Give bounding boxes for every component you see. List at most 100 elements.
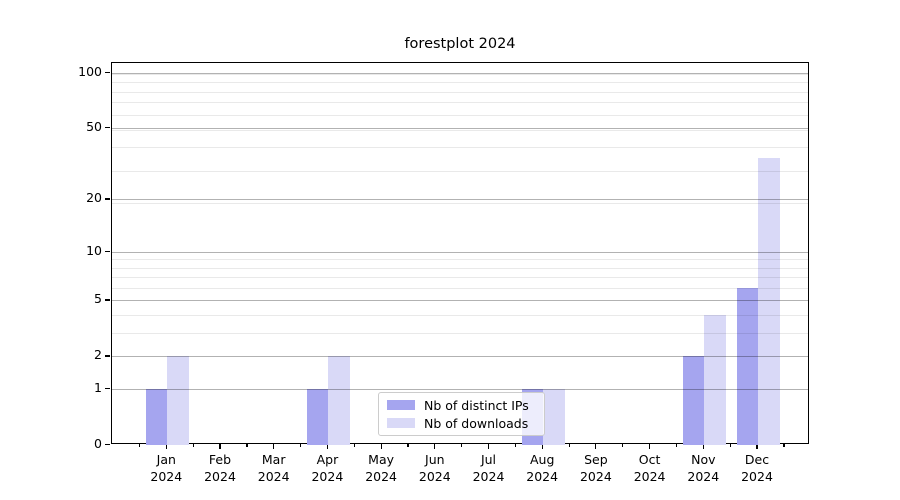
y-tick-mark [105, 355, 110, 357]
x-tick-mark [165, 444, 167, 449]
major-gridline [112, 300, 808, 302]
y-tick-mark [105, 198, 110, 200]
month-label: Oct [638, 452, 661, 467]
minor-gridline [112, 203, 808, 205]
x-tick-label: Feb 2024 [192, 452, 248, 485]
x-minor-tick-mark [514, 444, 517, 447]
minor-gridline [112, 277, 808, 279]
bar-downloads-jan [167, 356, 189, 445]
x-minor-tick-mark [353, 444, 355, 447]
minor-gridline [112, 170, 808, 172]
minor-gridline [112, 102, 808, 104]
major-gridline [112, 389, 808, 391]
x-tick-label: May 2024 [353, 452, 409, 485]
month-label: Mar [261, 452, 286, 467]
y-tick-mark [105, 126, 110, 129]
major-gridline [112, 127, 808, 129]
x-tick-label: Oct 2024 [622, 452, 678, 485]
x-tick-label: Jan 2024 [138, 452, 194, 485]
month-label: Aug [529, 452, 555, 467]
minor-gridline [112, 82, 808, 84]
y-tick-label: 10 [86, 242, 102, 258]
month-label: Feb [208, 452, 232, 467]
minor-gridline [112, 91, 808, 93]
major-gridline [112, 72, 808, 74]
bar-distinct-ips-dec [736, 288, 758, 445]
legend: Nb of distinct IPs Nb of downloads [378, 392, 545, 436]
x-tick-mark [756, 444, 758, 449]
x-tick-mark [434, 444, 436, 449]
x-minor-tick-mark [300, 444, 302, 447]
year-label: 2024 [741, 468, 773, 484]
bar-downloads-apr [328, 356, 350, 445]
x-tick-label: Dec 2024 [729, 452, 785, 485]
x-tick-mark [649, 444, 651, 449]
month-label: Sep [584, 452, 608, 467]
x-tick-mark [541, 444, 543, 449]
bar-distinct-ips-jan [145, 389, 168, 445]
x-tick-mark [380, 444, 382, 449]
major-gridline [112, 199, 808, 201]
legend-swatch-downloads [387, 418, 415, 428]
minor-gridline [112, 259, 808, 261]
plot-area [111, 62, 809, 445]
legend-label: Nb of downloads [424, 415, 529, 431]
x-tick-mark [702, 444, 704, 449]
y-tick-mark [105, 388, 110, 390]
x-tick-mark [326, 444, 328, 449]
bar-downloads-dec [758, 158, 780, 445]
x-tick-label: Nov 2024 [675, 452, 731, 485]
year-label: 2024 [311, 468, 344, 484]
legend-item-downloads: Nb of downloads [387, 416, 536, 431]
y-tick-label: 2 [94, 347, 102, 363]
month-label: Nov [691, 452, 716, 467]
year-label: 2024 [526, 468, 559, 484]
year-label: 2024 [418, 468, 451, 484]
x-minor-tick-mark [461, 444, 463, 447]
legend-item-distinct-ips: Nb of distinct IPs [387, 398, 536, 413]
minor-gridline [112, 147, 808, 149]
y-tick-mark [105, 71, 110, 73]
y-tick-label: 0 [94, 436, 102, 451]
year-label: 2024 [257, 468, 290, 484]
x-tick-label: Sep 2024 [568, 452, 624, 485]
bar-distinct-ips-nov [682, 356, 705, 445]
y-tick-label: 1 [94, 380, 102, 396]
y-tick-mark [105, 299, 110, 301]
x-tick-label: Aug 2024 [514, 452, 570, 485]
x-minor-tick-mark [192, 444, 194, 447]
legend-swatch-distinct-ips [387, 400, 415, 410]
x-tick-mark [273, 444, 275, 449]
month-label: Jun [425, 452, 445, 467]
legend-label: Nb of distinct IPs [424, 397, 529, 413]
y-tick-label: 50 [86, 118, 102, 134]
minor-gridline [112, 288, 808, 290]
x-tick-mark [219, 444, 221, 449]
y-tick-label: 5 [94, 291, 102, 307]
x-tick-label: Jun 2024 [407, 452, 463, 485]
x-minor-tick-mark [622, 444, 624, 447]
x-minor-tick-mark [568, 444, 570, 447]
month-label: Apr [316, 452, 339, 467]
month-label: Jan [156, 452, 176, 467]
major-gridline [112, 251, 808, 253]
month-label: Dec [744, 452, 770, 467]
x-tick-label: Apr 2024 [299, 452, 355, 485]
x-minor-tick-mark [138, 444, 141, 447]
x-minor-tick-mark [729, 444, 731, 447]
x-minor-tick-mark [783, 444, 785, 447]
month-label: May [368, 452, 395, 467]
minor-gridline [112, 73, 808, 75]
bar-downloads-aug [543, 389, 565, 445]
year-label: 2024 [204, 468, 236, 484]
year-label: 2024 [150, 468, 183, 484]
minor-gridline [112, 315, 808, 317]
x-minor-tick-mark [407, 444, 409, 447]
major-gridline [112, 356, 808, 358]
year-label: 2024 [365, 468, 397, 484]
x-tick-label: Mar 2024 [246, 452, 302, 485]
chart-title: forestplot 2024 [404, 36, 516, 52]
year-label: 2024 [633, 468, 666, 484]
x-minor-tick-mark [246, 444, 248, 447]
